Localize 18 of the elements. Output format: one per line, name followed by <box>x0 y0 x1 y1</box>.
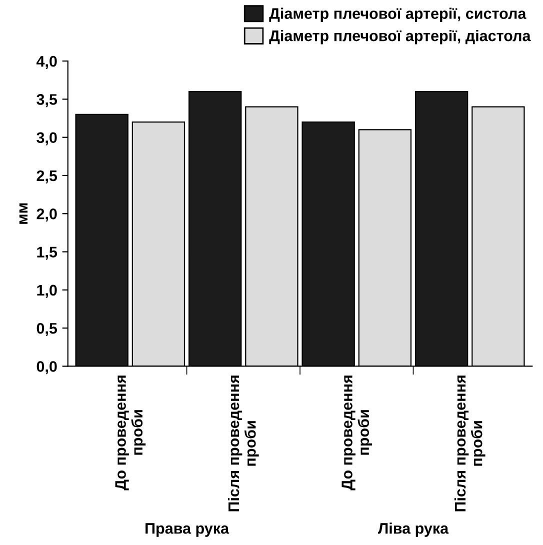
y-axis-title: мм <box>19 203 28 224</box>
y-tick-label: 1,0 <box>37 284 57 298</box>
legend-label: Діаметр плечової артерії, діастола <box>269 30 531 44</box>
legend-label: Діаметр плечової артерії, систола <box>269 8 526 22</box>
y-tick-label: 2,0 <box>36 208 57 222</box>
y-tick-label: 1,5 <box>37 246 58 260</box>
text: Права рука <box>146 523 230 537</box>
y-tick-label: 4,0 <box>36 56 57 69</box>
y-tick-label: 0,0 <box>36 361 57 374</box>
y-tick-label: 0,5 <box>36 322 58 336</box>
x-tick-label: Після проведення проби <box>228 376 259 512</box>
y-tick-label: 2,5 <box>36 170 58 184</box>
x-tick-label: Після проведення проби <box>454 376 486 512</box>
y-tick-label: 3,5 <box>36 94 58 108</box>
text: Ліва рука <box>378 522 449 537</box>
x-tick-label: До проведення проби <box>115 376 146 490</box>
y-tick-label: 3,0 <box>36 132 57 146</box>
x-tick-label: До проведення проби <box>342 376 372 490</box>
